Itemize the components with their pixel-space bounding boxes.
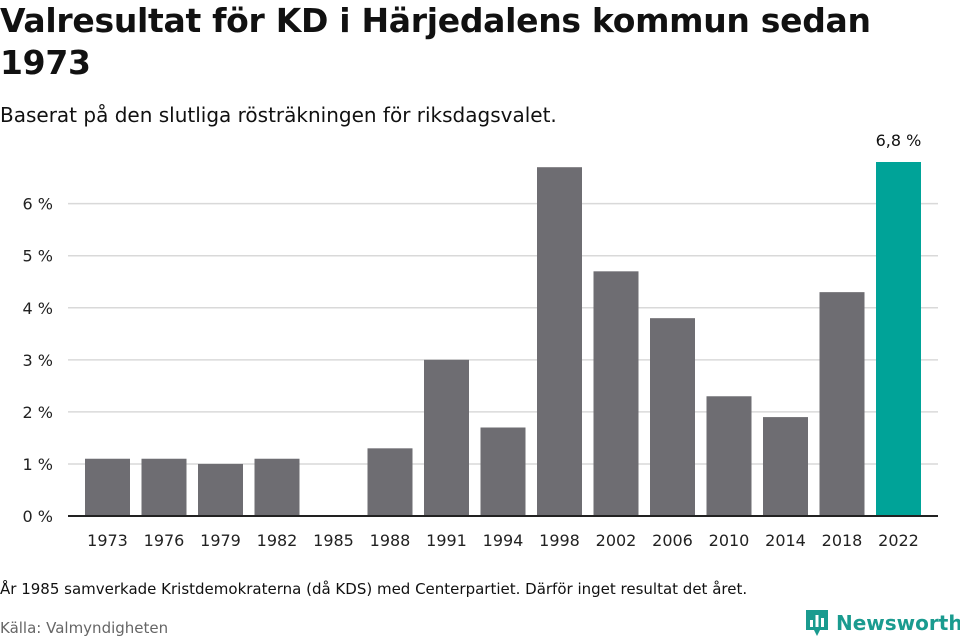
y-tick-label: 5 % (23, 247, 53, 266)
x-tick-label: 2014 (765, 531, 806, 550)
x-tick-label: 2006 (652, 531, 693, 550)
source-note: Källa: Valmyndigheten (0, 619, 169, 637)
bar (367, 448, 413, 516)
y-tick-label: 2 % (23, 403, 53, 422)
x-tick-label: 1991 (426, 531, 467, 550)
x-tick-label: 2002 (596, 531, 637, 550)
newsworthy-logo[interactable]: Newsworthy (804, 608, 960, 638)
bar (763, 417, 808, 516)
bar (593, 271, 639, 516)
x-tick-label: 1988 (370, 531, 411, 550)
bar (424, 359, 469, 516)
bar (706, 396, 752, 516)
chart-title: Valresultat för KD i Härjedalens kommun … (0, 1, 871, 82)
newsworthy-logo-icon (806, 610, 828, 636)
x-tick-label: 1976 (144, 531, 185, 550)
x-tick-label: 1998 (539, 531, 580, 550)
y-tick-label: 1 % (23, 455, 53, 474)
y-tick-label: 0 % (23, 507, 53, 526)
bar (650, 318, 695, 516)
x-tick-label: 1994 (483, 531, 524, 550)
y-tick-label: 4 % (23, 299, 53, 318)
bar (85, 458, 130, 516)
x-tick-label: 2018 (822, 531, 863, 550)
bar (480, 427, 526, 516)
bar (254, 458, 300, 516)
x-tick-label: 2022 (878, 531, 919, 550)
y-tick-label: 3 % (23, 351, 53, 370)
x-tick-label: 1979 (200, 531, 241, 550)
bar (537, 167, 582, 517)
x-tick-label: 1982 (257, 531, 298, 550)
x-tick-label: 2010 (709, 531, 750, 550)
bar (141, 458, 187, 516)
newsworthy-logo-text: Newsworthy (836, 611, 960, 635)
chart-subtitle: Baserat på den slutliga rösträkningen fö… (0, 103, 557, 127)
x-tick-label: 1973 (87, 531, 128, 550)
data-label: 6,8 % (876, 131, 922, 150)
x-tick-label: 1985 (313, 531, 354, 550)
bar-chart: 0 % 1 % 2 % 3 % 4 % 5 % 6 % 1973 1976 1979 1982 198… (23, 131, 938, 550)
footnote: År 1985 samverkade Kristdemokraterna (då… (0, 580, 748, 598)
bar (198, 463, 243, 516)
bar (876, 162, 921, 516)
bar (819, 292, 865, 516)
y-tick-label: 6 % (23, 195, 53, 214)
